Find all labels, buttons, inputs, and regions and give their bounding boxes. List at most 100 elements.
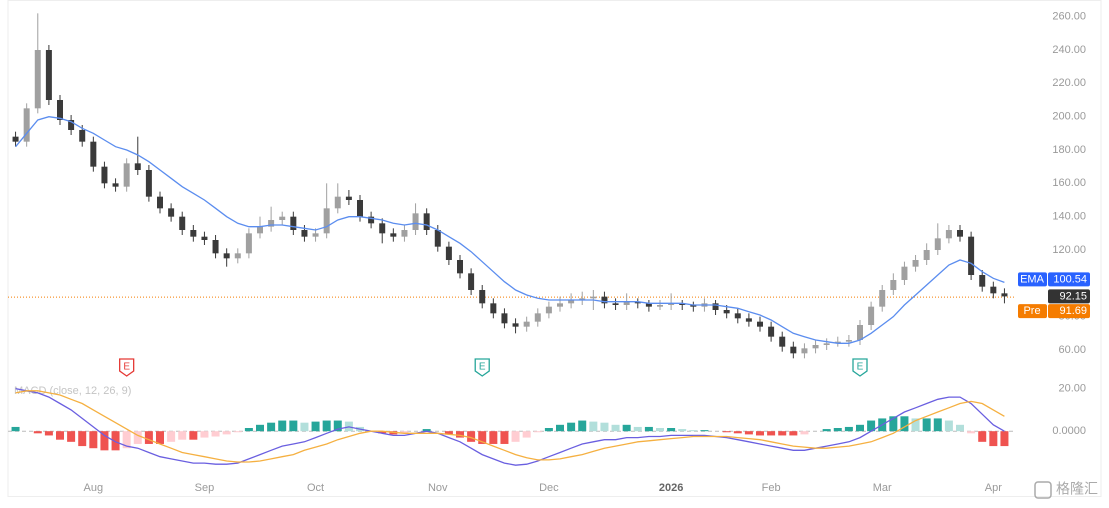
candle-body	[879, 290, 886, 307]
histogram-bar	[889, 416, 898, 432]
candle-body	[845, 340, 852, 342]
histogram-bar	[800, 431, 809, 435]
histogram-bar	[756, 431, 764, 436]
macd-title: MACD (close, 12, 26, 9)	[14, 385, 131, 397]
candle-body	[712, 303, 719, 310]
histogram-bar	[233, 431, 242, 433]
candle-body	[234, 253, 241, 259]
histogram-bar	[111, 431, 120, 451]
y-tick-label: 220.00	[1052, 77, 1086, 89]
event-badge	[852, 358, 868, 377]
ema-value: 100.54	[1053, 273, 1087, 285]
candle-body	[212, 240, 219, 254]
histogram-bar	[944, 420, 953, 432]
x-tick-label: Oct	[307, 482, 324, 494]
histogram-bar	[67, 431, 76, 442]
y2-tick-label: 20.00	[1058, 383, 1086, 395]
histogram-bar	[133, 431, 142, 444]
tag-name: Pre	[1023, 305, 1040, 317]
histogram-bar	[578, 420, 587, 432]
candle-body	[734, 313, 741, 319]
candle-body	[334, 196, 341, 209]
histogram-bar	[89, 431, 98, 449]
histogram-bar	[989, 431, 998, 447]
candle-body	[657, 305, 663, 307]
candle-body	[123, 163, 130, 187]
candle-body	[245, 233, 252, 254]
tag-name-box	[1018, 304, 1047, 319]
histogram-bar	[700, 430, 709, 432]
candle-body	[523, 321, 530, 327]
histogram-bar	[778, 431, 787, 436]
candle-body	[45, 50, 52, 100]
candle-body	[601, 296, 608, 304]
histogram-bar	[767, 431, 776, 436]
candle-body	[323, 208, 330, 234]
candle-body	[901, 266, 908, 280]
candle-body	[379, 223, 386, 234]
histogram-bar	[789, 431, 798, 436]
candle-body	[190, 230, 197, 237]
candle-body	[412, 213, 419, 230]
histogram-bar	[600, 422, 609, 432]
candle-body	[434, 230, 441, 247]
histogram-bar	[444, 431, 453, 435]
candle-body	[834, 341, 841, 344]
candle-body	[801, 348, 808, 354]
candle-body	[268, 220, 275, 227]
watermark-logo	[1034, 481, 1052, 499]
candle-body	[201, 236, 208, 240]
histogram-bar	[311, 421, 320, 432]
signal-line	[15, 390, 1005, 463]
x-tick-label: Aug	[84, 482, 104, 494]
histogram-bar	[533, 431, 542, 433]
candle-body	[312, 233, 319, 237]
candle-body	[490, 303, 497, 314]
histogram-bar	[644, 426, 653, 432]
histogram-bar	[633, 426, 642, 432]
x-tick-label: Dec	[539, 482, 559, 494]
candle-body	[812, 345, 819, 349]
candle-body	[645, 303, 652, 307]
y-tick-label: 160.00	[1052, 177, 1086, 189]
candle-body	[890, 280, 897, 290]
histogram-bar	[567, 422, 576, 432]
pre-value: 91.69	[1059, 305, 1087, 317]
histogram-bar	[467, 431, 476, 442]
candle-body	[968, 236, 975, 275]
histogram-bar	[189, 431, 198, 440]
histogram-bar	[200, 431, 209, 438]
last-price: 92.15	[1059, 290, 1087, 302]
candle-body	[557, 303, 563, 307]
histogram-bar	[44, 431, 53, 436]
candle-body	[690, 305, 697, 307]
histogram-bar	[833, 428, 842, 432]
histogram-bar	[667, 428, 676, 432]
candle-body	[479, 290, 486, 304]
candle-body	[1001, 293, 1008, 297]
histogram-bar	[522, 431, 531, 438]
candle-body	[501, 313, 508, 324]
histogram-bar	[856, 424, 864, 432]
x-tick-label: Feb	[762, 482, 781, 494]
ema-line	[15, 116, 1005, 344]
tag-value-box	[1048, 272, 1090, 287]
histogram-bar	[611, 424, 620, 432]
histogram-bar	[733, 431, 742, 434]
candle-body	[401, 230, 408, 237]
candle-body	[957, 230, 963, 237]
candle-body	[57, 100, 63, 120]
histogram-bar	[589, 421, 598, 432]
y-tick-label: 200.00	[1052, 111, 1086, 123]
histogram-bar	[244, 428, 253, 432]
candle-body	[423, 213, 430, 230]
histogram-bar	[956, 424, 964, 432]
histogram-bar	[656, 428, 664, 432]
histogram-bar	[100, 431, 109, 451]
candle-body	[112, 183, 119, 187]
macd-line	[15, 387, 1005, 466]
histogram-bar	[378, 431, 387, 434]
candle-body	[68, 120, 75, 130]
candle-body	[157, 196, 163, 209]
